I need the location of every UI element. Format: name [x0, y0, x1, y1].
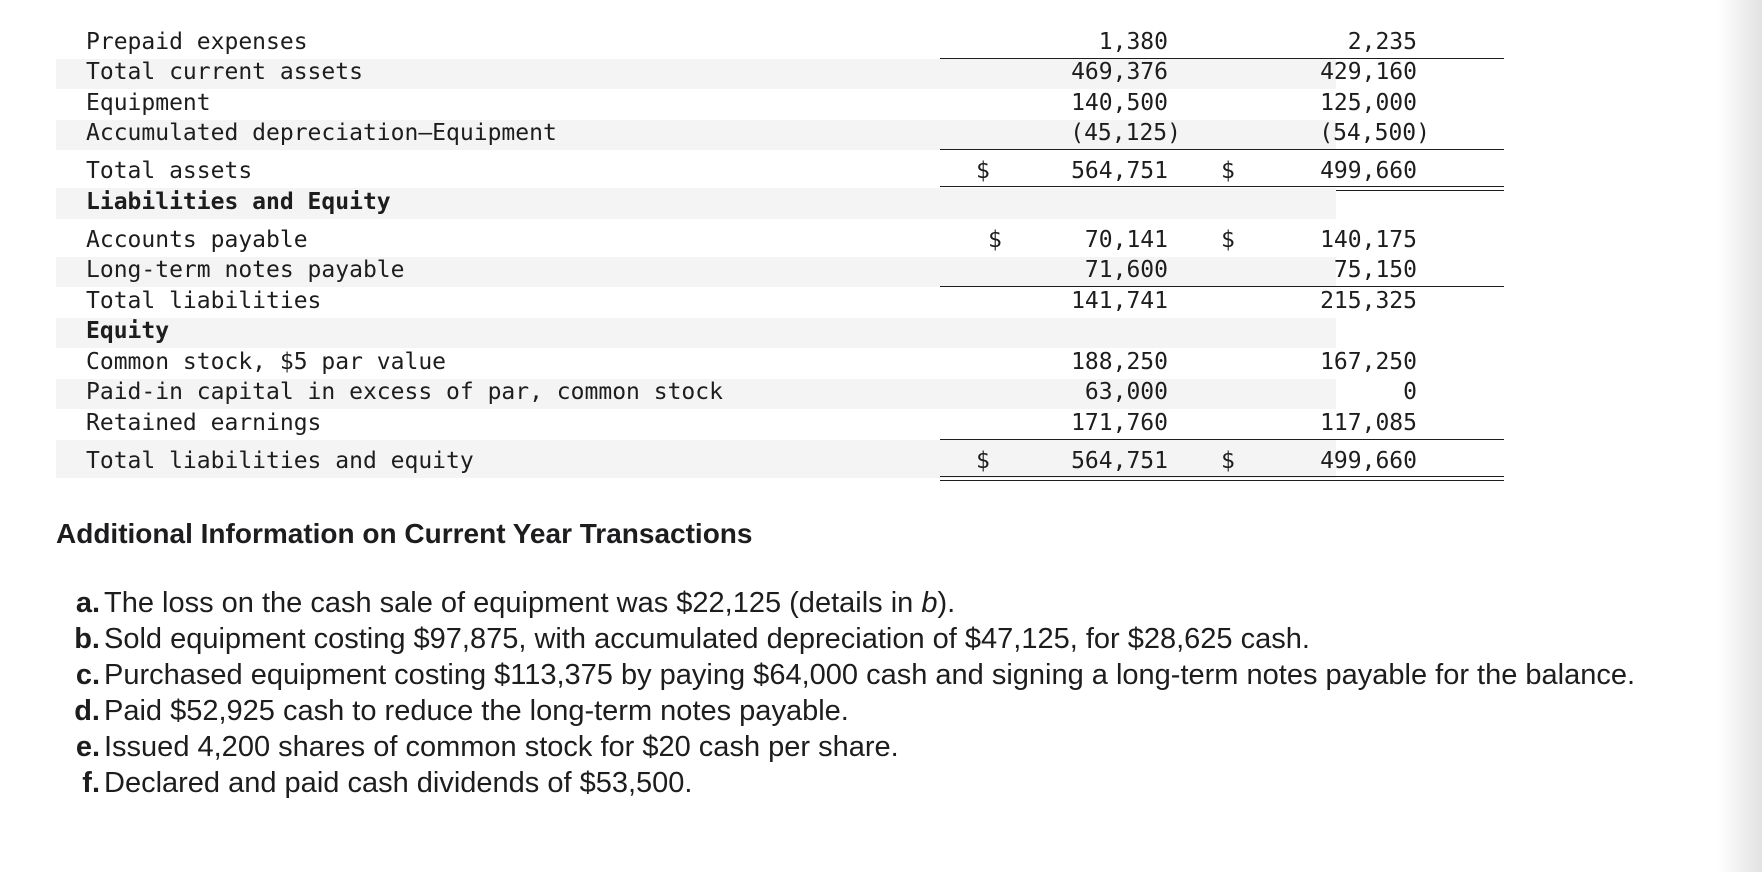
- section-header-row: Liabilities and Equity: [56, 188, 1336, 219]
- item-letter: e.: [75, 731, 100, 763]
- item-text: Sold equipment costing $97,875, with acc…: [104, 623, 1310, 655]
- item-letter: f.: [82, 767, 100, 799]
- row-label: Accumulated depreciation—Equipment: [86, 120, 557, 146]
- page-edge-shadow: [1718, 0, 1762, 872]
- row-label: Equipment: [86, 89, 211, 116]
- list-item: e. Issued 4,200 shares of common stock fo…: [66, 729, 1635, 765]
- row-label: Total liabilities and equity: [86, 447, 474, 474]
- list-item: a. The loss on the cash sale of equipment…: [66, 585, 1635, 621]
- item-letter: c.: [75, 659, 100, 691]
- table-row: Total assets $564,751 $499,660: [56, 150, 1504, 191]
- row-label: Accounts payable: [86, 226, 308, 253]
- total-double-rule: [940, 475, 1504, 481]
- table-row: Common stock, $5 par value 188,250 167,2…: [86, 348, 1417, 375]
- row-label: Total liabilities: [86, 287, 322, 314]
- table-row: Accumulated depreciation—Equipment (45,1…: [56, 119, 1504, 150]
- table-row: Long-term notes payable 71,600 75,150: [56, 256, 1504, 287]
- table-row: Equipment 140,500 125,000: [86, 89, 1417, 116]
- table-row: Retained earnings 171,760 117,085: [56, 409, 1504, 440]
- item-text: Paid $52,925 cash to reduce the long-ter…: [104, 695, 849, 727]
- item-text-end: ).: [937, 587, 956, 619]
- item-letter: b.: [74, 623, 100, 655]
- row-label: Total assets: [86, 158, 253, 184]
- list-item: b. Sold equipment costing $97,875, with a…: [66, 621, 1635, 657]
- subtotal-rule: [940, 57, 1504, 59]
- subtotal-rule: [940, 438, 1504, 440]
- table-row: Prepaid expenses 1,380 2,235: [56, 28, 1504, 59]
- section-header-row: Equity: [56, 317, 1336, 348]
- item-emphasis: b: [921, 587, 938, 619]
- list-item: c. Purchased equipment costing $113,375 b…: [66, 657, 1635, 693]
- subtotal-rule: [940, 149, 1504, 150]
- transaction-list: a. The loss on the cash sale of equipment…: [66, 585, 1635, 801]
- item-text: Issued 4,200 shares of common stock for …: [104, 731, 899, 763]
- subtotal-rule: [940, 286, 1504, 287]
- table-row: Total liabilities and equity $564,751 $4…: [56, 439, 1504, 481]
- row-label: Retained earnings: [86, 409, 322, 436]
- list-item: f. Declared and paid cash dividends of $5…: [66, 765, 1635, 801]
- section-heading: Liabilities and Equity: [86, 188, 391, 215]
- table-row: Total current assets 469,376 429,160: [56, 58, 1417, 89]
- row-label: Paid-in capital in excess of par, common…: [86, 379, 723, 405]
- row-label: Total current assets: [86, 59, 363, 85]
- balance-sheet-table: Prepaid expenses 1,380 2,235 Total curre…: [56, 28, 1504, 481]
- additional-info-heading: Additional Information on Current Year T…: [56, 518, 753, 549]
- item-letter: a.: [75, 587, 100, 619]
- row-label: Prepaid expenses: [86, 28, 308, 55]
- section-heading: Equity: [86, 318, 170, 344]
- list-item: d. Paid $52,925 cash to reduce the long-t…: [66, 693, 1635, 729]
- table-row: Accounts payable $70,141 $140,175: [86, 226, 1417, 253]
- row-label: Long-term notes payable: [86, 257, 405, 283]
- item-letter: d.: [74, 695, 100, 727]
- row-label: Common stock, $5 par value: [86, 348, 447, 375]
- table-row: Total liabilities 141,741 215,325: [86, 287, 1417, 314]
- item-text: Purchased equipment costing $113,375 by …: [104, 659, 1636, 691]
- item-text: Declared and paid cash dividends of $53,…: [104, 767, 693, 799]
- table-row: Paid-in capital in excess of par, common…: [56, 378, 1417, 409]
- item-text: The loss on the cash sale of equipment w…: [104, 587, 922, 619]
